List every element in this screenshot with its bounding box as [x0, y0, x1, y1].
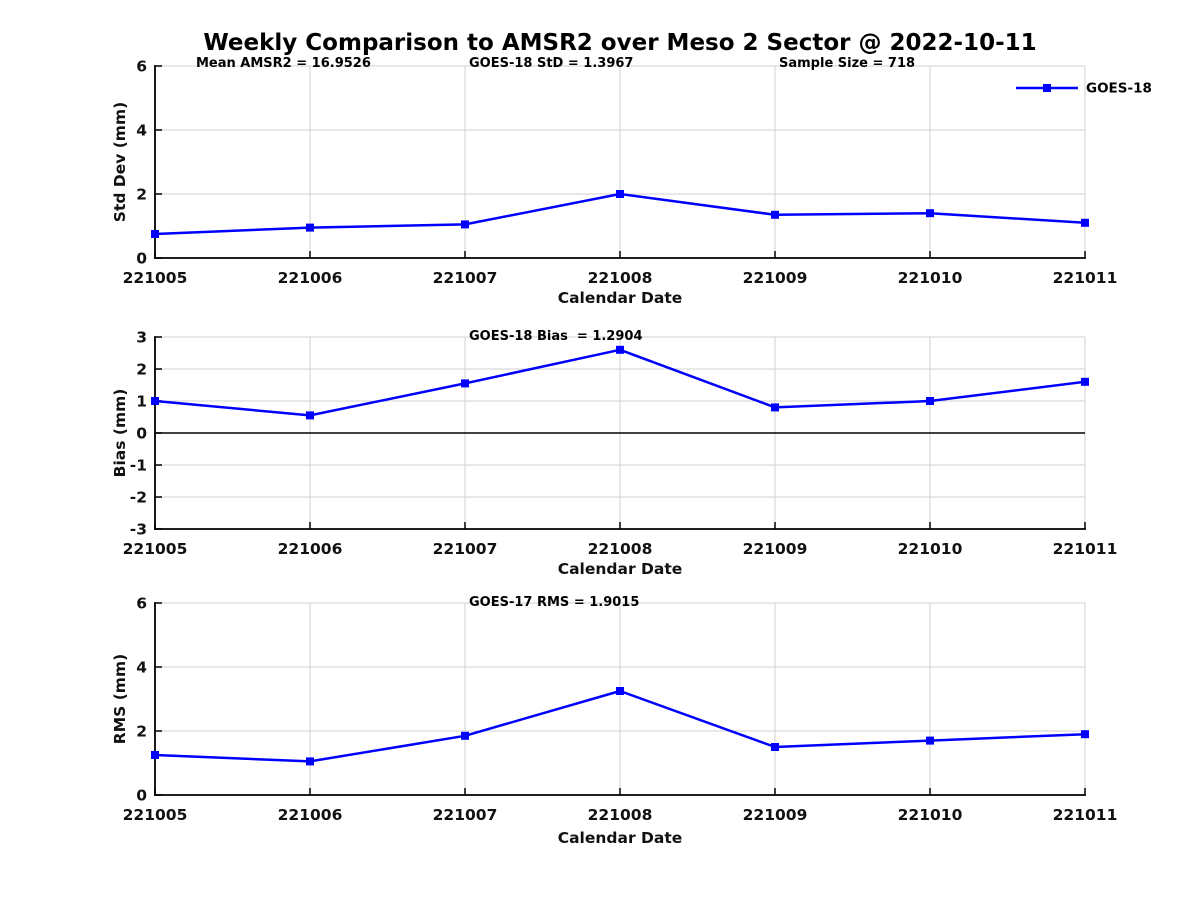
x-tick-label: 221007 [433, 806, 498, 824]
y-axis-label-stddev: Std Dev (mm) [111, 102, 129, 222]
x-tick-label: 221006 [278, 269, 343, 287]
bias-chart: 221005 221006 221007 221008 221009 221010 2210… [111, 329, 1118, 579]
annotation-goes18-std: GOES-18 StD = 1.3967 [469, 56, 633, 71]
series-marker [461, 220, 469, 229]
series-marker [151, 397, 159, 405]
plot-area: 221005 221006 221007 221008 221009 221010 2210… [123, 595, 1118, 825]
x-tick-label: 221007 [433, 540, 498, 558]
series-marker [151, 751, 159, 759]
figure-title: Weekly Comparison to AMSR2 over Meso 2 S… [203, 30, 1037, 56]
y-tick-label: 6 [136, 595, 147, 613]
stddev-chart: 221005 221006 221007 221008 221009 221010 2210… [111, 56, 1152, 307]
x-tick-label: 221008 [588, 269, 653, 287]
x-tick-label: 221010 [898, 806, 963, 824]
series-marker [1081, 377, 1089, 386]
x-tick-label: 221011 [1053, 806, 1118, 824]
x-axis-label-stddev: Calendar Date [558, 289, 683, 307]
series-marker [151, 230, 159, 238]
y-tick-label: 0 [136, 250, 147, 268]
series-marker [306, 223, 314, 232]
x-tick-label: 221009 [743, 540, 808, 558]
y-tick-label: 1 [136, 393, 147, 411]
y-tick-label: -2 [130, 489, 147, 507]
y-tick-label: 4 [136, 659, 147, 677]
x-tick-label: 221011 [1053, 269, 1118, 287]
series-marker [771, 403, 779, 412]
series-marker [926, 209, 934, 218]
y-tick-label: 4 [136, 122, 147, 140]
series-marker [1081, 730, 1089, 739]
y-tick-label: 2 [136, 361, 147, 379]
series-marker [616, 345, 624, 354]
annotation-mean-amsr2: Mean AMSR2 = 16.9526 [196, 56, 371, 71]
x-axis-label-bias: Calendar Date [558, 560, 683, 578]
x-tick-label: 221005 [123, 806, 188, 824]
x-tick-label: 221009 [743, 269, 808, 287]
x-tick-label: 221010 [898, 269, 963, 287]
subplot-bias: 221005 221006 221007 221008 221009 221010 2210… [0, 325, 1200, 585]
rms-chart: 221005 221006 221007 221008 221009 221010 2210… [111, 595, 1118, 848]
plot-area: 221005 221006 221007 221008 221009 221010 2210… [123, 329, 1118, 559]
x-tick-label: 221005 [123, 540, 188, 558]
series-marker [461, 379, 469, 388]
x-tick-label: 221007 [433, 269, 498, 287]
legend: GOES-18 [1016, 81, 1152, 97]
y-tick-label: 0 [136, 425, 147, 443]
subplot-stddev: 221005 221006 221007 221008 221009 221010 2210… [0, 50, 1200, 310]
x-tick-label: 221008 [588, 540, 653, 558]
series-marker [461, 731, 469, 740]
annotation-goes17-rms: GOES-17 RMS = 1.9015 [469, 595, 639, 610]
y-axis-label-rms: RMS (mm) [111, 654, 129, 744]
x-tick-label: 221010 [898, 540, 963, 558]
series-marker [306, 411, 314, 420]
y-tick-label: 2 [136, 723, 147, 741]
x-tick-label: 221006 [278, 540, 343, 558]
series-marker [616, 190, 624, 198]
x-tick-label: 221005 [123, 269, 188, 287]
x-tick-label: 221006 [278, 806, 343, 824]
y-tick-label: -3 [130, 521, 147, 539]
series-marker [771, 210, 779, 219]
series-marker [306, 757, 314, 766]
series-marker [771, 743, 779, 751]
y-tick-label: -1 [130, 457, 147, 475]
legend-marker [1043, 84, 1051, 92]
x-tick-label: 221008 [588, 806, 653, 824]
y-axis-label-bias: Bias (mm) [111, 389, 129, 478]
annotation-goes18-bias: GOES-18 Bias = 1.2904 [469, 329, 643, 344]
series-marker [616, 687, 624, 695]
legend-label: GOES-18 [1086, 81, 1152, 97]
series-marker [1081, 218, 1089, 227]
annotation-sample-size: Sample Size = 718 [779, 56, 915, 71]
y-tick-label: 2 [136, 186, 147, 204]
series-marker [926, 397, 934, 405]
x-tick-label: 221011 [1053, 540, 1118, 558]
plot-area: 221005 221006 221007 221008 221009 221010 2210… [123, 58, 1118, 288]
x-axis-label-rms: Calendar Date [558, 829, 683, 847]
series-marker [926, 736, 934, 745]
y-tick-label: 0 [136, 787, 147, 805]
subplot-rms: 221005 221006 221007 221008 221009 221010 2210… [0, 591, 1200, 861]
y-tick-label: 3 [136, 329, 147, 347]
y-tick-label: 6 [136, 58, 147, 76]
x-tick-label: 221009 [743, 806, 808, 824]
